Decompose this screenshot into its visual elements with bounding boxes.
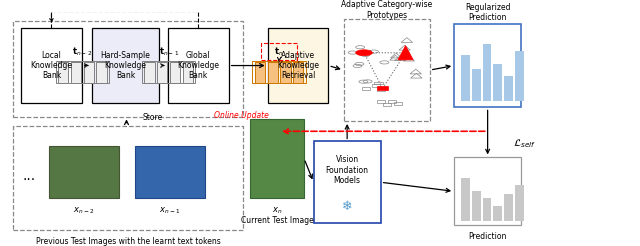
FancyBboxPatch shape [58,62,68,83]
Text: Adaptive Category-wise
Prototypes: Adaptive Category-wise Prototypes [341,0,433,20]
Text: Current Test Image: Current Test Image [241,216,313,225]
Text: $\mathbf{t}_n$: $\mathbf{t}_n$ [275,46,284,58]
FancyBboxPatch shape [13,126,243,230]
FancyBboxPatch shape [280,62,291,83]
FancyBboxPatch shape [250,119,304,198]
FancyBboxPatch shape [314,141,381,223]
Bar [377,88,385,91]
FancyBboxPatch shape [157,62,168,83]
FancyBboxPatch shape [71,62,81,83]
FancyBboxPatch shape [268,62,278,83]
FancyBboxPatch shape [268,28,328,103]
FancyBboxPatch shape [454,24,521,108]
FancyBboxPatch shape [49,146,119,198]
FancyBboxPatch shape [461,55,470,101]
FancyBboxPatch shape [84,62,94,83]
Text: Vision
Foundation
Models: Vision Foundation Models [326,155,369,185]
FancyBboxPatch shape [92,28,159,103]
FancyBboxPatch shape [504,194,513,221]
FancyBboxPatch shape [515,185,524,221]
FancyBboxPatch shape [97,62,107,83]
Text: $\mathcal{L}_{self}$: $\mathcal{L}_{self}$ [513,137,536,150]
FancyBboxPatch shape [493,64,502,101]
Bar [374,81,383,84]
FancyBboxPatch shape [483,199,492,221]
FancyBboxPatch shape [21,28,82,103]
Text: Prediction: Prediction [468,232,507,241]
Text: Previous Test Images with the learnt text tokens: Previous Test Images with the learnt tex… [36,237,221,246]
FancyBboxPatch shape [170,62,180,83]
Polygon shape [398,46,413,60]
Text: Store: Store [143,113,163,122]
Text: Online Update: Online Update [214,111,269,120]
FancyBboxPatch shape [515,51,524,101]
FancyBboxPatch shape [461,178,470,221]
FancyBboxPatch shape [145,62,155,83]
Text: Hard-Sample
Knowledge
Bank: Hard-Sample Knowledge Bank [100,51,150,80]
Bar [377,86,388,91]
Bar [362,87,370,90]
Bar [383,103,391,106]
Circle shape [356,50,372,56]
Text: Regularized
Prediction: Regularized Prediction [465,3,510,22]
Text: ❄: ❄ [342,200,353,213]
Bar [372,84,380,87]
FancyBboxPatch shape [344,19,430,121]
FancyBboxPatch shape [493,206,502,221]
FancyBboxPatch shape [472,69,481,101]
FancyBboxPatch shape [182,62,193,83]
Text: Local
Knowledge
Bank: Local Knowledge Bank [31,51,72,80]
FancyBboxPatch shape [472,191,481,221]
FancyBboxPatch shape [483,45,492,101]
Text: Adaptive
Knowledge
Retrieval: Adaptive Knowledge Retrieval [277,51,319,80]
FancyBboxPatch shape [504,76,513,101]
Text: $x_n$: $x_n$ [271,205,282,216]
Bar [394,102,402,105]
Text: ...: ... [23,169,36,183]
FancyBboxPatch shape [293,62,303,83]
Bar [376,100,385,103]
FancyBboxPatch shape [135,146,205,198]
FancyBboxPatch shape [454,157,521,225]
Bar [388,100,396,103]
Text: $\mathbf{t}_{n-2}$: $\mathbf{t}_{n-2}$ [72,46,93,58]
FancyBboxPatch shape [13,21,243,117]
FancyBboxPatch shape [255,62,265,83]
Text: $x_{n-2}$: $x_{n-2}$ [73,205,94,216]
FancyBboxPatch shape [168,28,228,103]
Text: $x_{n-1}$: $x_{n-1}$ [159,205,180,216]
Text: $\mathbf{t}_{n-1}$: $\mathbf{t}_{n-1}$ [159,46,179,58]
Text: Global
Knowledge
Bank: Global Knowledge Bank [177,51,220,80]
